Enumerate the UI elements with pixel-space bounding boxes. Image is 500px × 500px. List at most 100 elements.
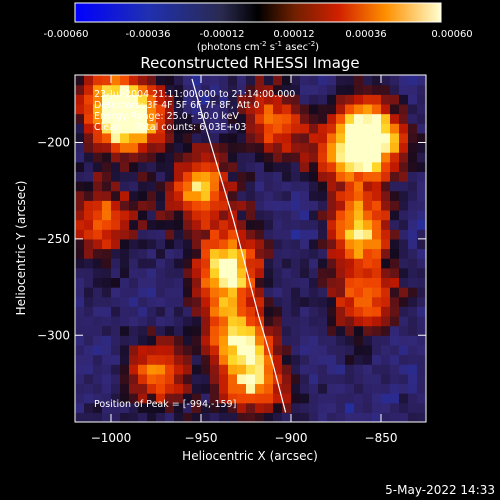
heatmap-cell	[354, 325, 364, 336]
heatmap-cell	[93, 248, 103, 259]
heatmap-cell	[183, 181, 193, 192]
heatmap-cell	[84, 402, 94, 413]
heatmap-cell	[174, 364, 184, 375]
heatmap-cell	[201, 190, 211, 201]
heatmap-cell	[102, 84, 112, 95]
heatmap-cell	[345, 287, 355, 298]
heatmap-cell	[336, 152, 346, 163]
heatmap-cell	[372, 344, 382, 356]
heatmap-cell	[183, 123, 193, 134]
heatmap-cell	[201, 94, 211, 105]
heatmap-cell	[93, 200, 103, 211]
heatmap-cell	[372, 152, 382, 163]
heatmap-cell	[363, 123, 373, 134]
heatmap-cell	[138, 238, 148, 250]
heatmap-cell	[264, 393, 274, 404]
heatmap-cell	[417, 142, 426, 153]
heatmap-cell	[210, 103, 220, 115]
heatmap-cell	[318, 152, 328, 163]
heatmap-cell	[372, 84, 382, 95]
heatmap-cell	[246, 238, 256, 250]
heatmap-cell	[237, 287, 247, 298]
heatmap-cell	[381, 277, 391, 288]
heatmap-cell	[75, 132, 85, 144]
heatmap-cell	[237, 94, 247, 105]
heatmap-cell	[147, 335, 157, 346]
heatmap-cell	[129, 229, 139, 240]
heatmap-cell	[291, 161, 301, 172]
heatmap-cell	[210, 94, 220, 105]
heatmap-cell	[336, 103, 346, 115]
heatmap-cell	[120, 306, 130, 317]
heatmap-cell	[381, 219, 391, 230]
heatmap-cell	[237, 190, 247, 201]
heatmap-cell	[309, 94, 319, 105]
heatmap-cell	[273, 142, 283, 153]
heatmap-cell	[102, 123, 112, 134]
heatmap-cell	[300, 181, 310, 192]
heatmap-cell	[417, 200, 426, 211]
heatmap-cell	[291, 383, 301, 394]
heatmap-cell	[183, 75, 193, 86]
heatmap-cell	[282, 344, 292, 356]
heatmap-cell	[318, 373, 328, 385]
heatmap-cell	[255, 94, 265, 105]
heatmap-cell	[372, 296, 382, 307]
heatmap-cell	[102, 267, 112, 279]
heatmap-cell	[354, 200, 364, 211]
heatmap-cell	[255, 296, 265, 307]
heatmap-cell	[237, 209, 247, 221]
heatmap-cell	[354, 383, 364, 394]
heatmap-cell	[102, 200, 112, 211]
heatmap-cell	[255, 277, 265, 288]
heatmap-cell	[84, 315, 94, 327]
heatmap-cell	[219, 113, 229, 124]
heatmap-cell	[408, 229, 418, 240]
heatmap-cell	[354, 238, 364, 250]
heatmap-cell	[210, 373, 220, 385]
heatmap-cell	[345, 190, 355, 201]
heatmap-cell	[219, 209, 229, 221]
heatmap-cell	[282, 152, 292, 163]
heatmap-cell	[210, 123, 220, 134]
heatmap-cell	[75, 277, 85, 288]
heatmap-cell	[417, 402, 426, 413]
heatmap-cell	[192, 161, 202, 172]
heatmap-cell	[174, 142, 184, 153]
heatmap-cell	[417, 354, 426, 365]
heatmap-cell	[102, 402, 112, 413]
heatmap-cell	[156, 364, 166, 375]
heatmap-cell	[255, 383, 265, 394]
heatmap-cell	[354, 161, 364, 172]
heatmap-cell	[327, 94, 337, 105]
heatmap-cell	[363, 296, 373, 307]
heatmap-cell	[174, 354, 184, 365]
heatmap-cell	[111, 296, 121, 307]
heatmap-cell	[228, 238, 238, 250]
heatmap-cell	[111, 219, 121, 230]
heatmap-cell	[363, 364, 373, 375]
heatmap-cell	[120, 393, 130, 404]
heatmap-cell	[75, 354, 85, 365]
heatmap-cell	[174, 315, 184, 327]
heatmap-cell	[309, 219, 319, 230]
heatmap-cell	[237, 132, 247, 144]
heatmap-cell	[228, 344, 238, 356]
heatmap-cell	[390, 209, 400, 221]
date-stamp: 5-May-2022 14:33	[385, 483, 495, 497]
heatmap-cell	[399, 248, 409, 259]
heatmap-cell	[363, 277, 373, 288]
heatmap-cell	[264, 238, 274, 250]
heatmap-cell	[228, 296, 238, 307]
heatmap-cell	[201, 393, 211, 404]
heatmap-cell	[156, 306, 166, 317]
heatmap-cell	[219, 258, 229, 269]
heatmap-cell	[129, 152, 139, 163]
heatmap-cell	[354, 84, 364, 95]
heatmap-cell	[75, 171, 85, 182]
heatmap-cell	[282, 161, 292, 172]
heatmap-cell	[390, 344, 400, 356]
heatmap-cell	[120, 229, 130, 240]
heatmap-cell	[336, 364, 346, 375]
heatmap-cell	[156, 287, 166, 298]
